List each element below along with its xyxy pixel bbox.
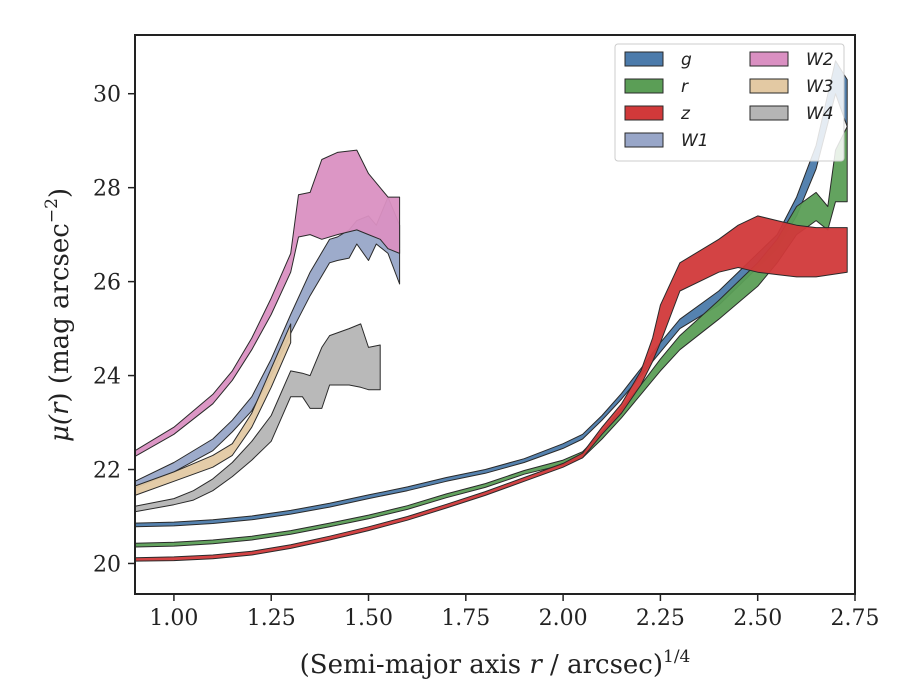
legend-swatch-w2 <box>749 51 789 67</box>
y-tick-label: 20 <box>93 552 121 577</box>
legend-label-w2: W2 <box>806 50 834 70</box>
legend-swatch-z <box>624 105 664 121</box>
x-axis: 1.00 1.25 1.50 1.75 2.00 2.25 2.50 2.75 <box>149 594 879 631</box>
legend-items: grz W1 W2 W3 W4 <box>624 50 834 151</box>
x-tick-label: 2.25 <box>636 606 685 631</box>
legend-label-w4: W4 <box>806 104 834 124</box>
x-axis-label: (Semi-major axis r / arcsec)1/4 <box>300 647 691 680</box>
x-tick-label: 1.75 <box>441 606 490 631</box>
y-tick-label: 26 <box>93 271 121 296</box>
x-tick-label: 2.50 <box>733 606 782 631</box>
legend-label-z: z <box>680 104 691 124</box>
legend-swatch-w3 <box>749 78 789 94</box>
legend-label-w1: W1 <box>681 131 709 151</box>
x-tick-label: 1.25 <box>247 606 296 631</box>
legend: grz W1 W2 W3 W4 <box>614 43 845 162</box>
legend-swatch-r <box>624 78 664 94</box>
y-tick-label: 30 <box>93 83 121 108</box>
band-g <box>134 60 848 528</box>
legend-label-r: r <box>681 77 689 97</box>
x-tick-label: 1.00 <box>149 606 198 631</box>
x-tick-label: 2.00 <box>539 606 588 631</box>
y-axis: 20 22 24 26 28 30 <box>93 83 135 577</box>
band-w2 <box>134 149 401 457</box>
legend-swatch-g <box>624 51 664 67</box>
legend-box <box>614 43 845 162</box>
band-w3 <box>134 323 292 496</box>
series-layer <box>134 60 848 562</box>
y-axis-label: μ(r) (mag arcsec−2) <box>42 188 75 442</box>
legend-swatch-w4 <box>749 105 789 121</box>
x-tick-label: 1.50 <box>344 606 393 631</box>
y-tick-label: 28 <box>93 177 121 202</box>
y-tick-label: 24 <box>93 365 121 390</box>
y-tick-label: 22 <box>93 459 121 484</box>
band-z <box>134 215 848 562</box>
plot-frame <box>134 34 856 595</box>
legend-label-w3: W3 <box>806 77 834 97</box>
legend-label-g: g <box>681 50 692 70</box>
x-tick-label: 2.75 <box>831 606 880 631</box>
legend-swatch-w1 <box>624 132 664 148</box>
band-w4 <box>134 323 381 513</box>
band-r <box>134 126 848 548</box>
